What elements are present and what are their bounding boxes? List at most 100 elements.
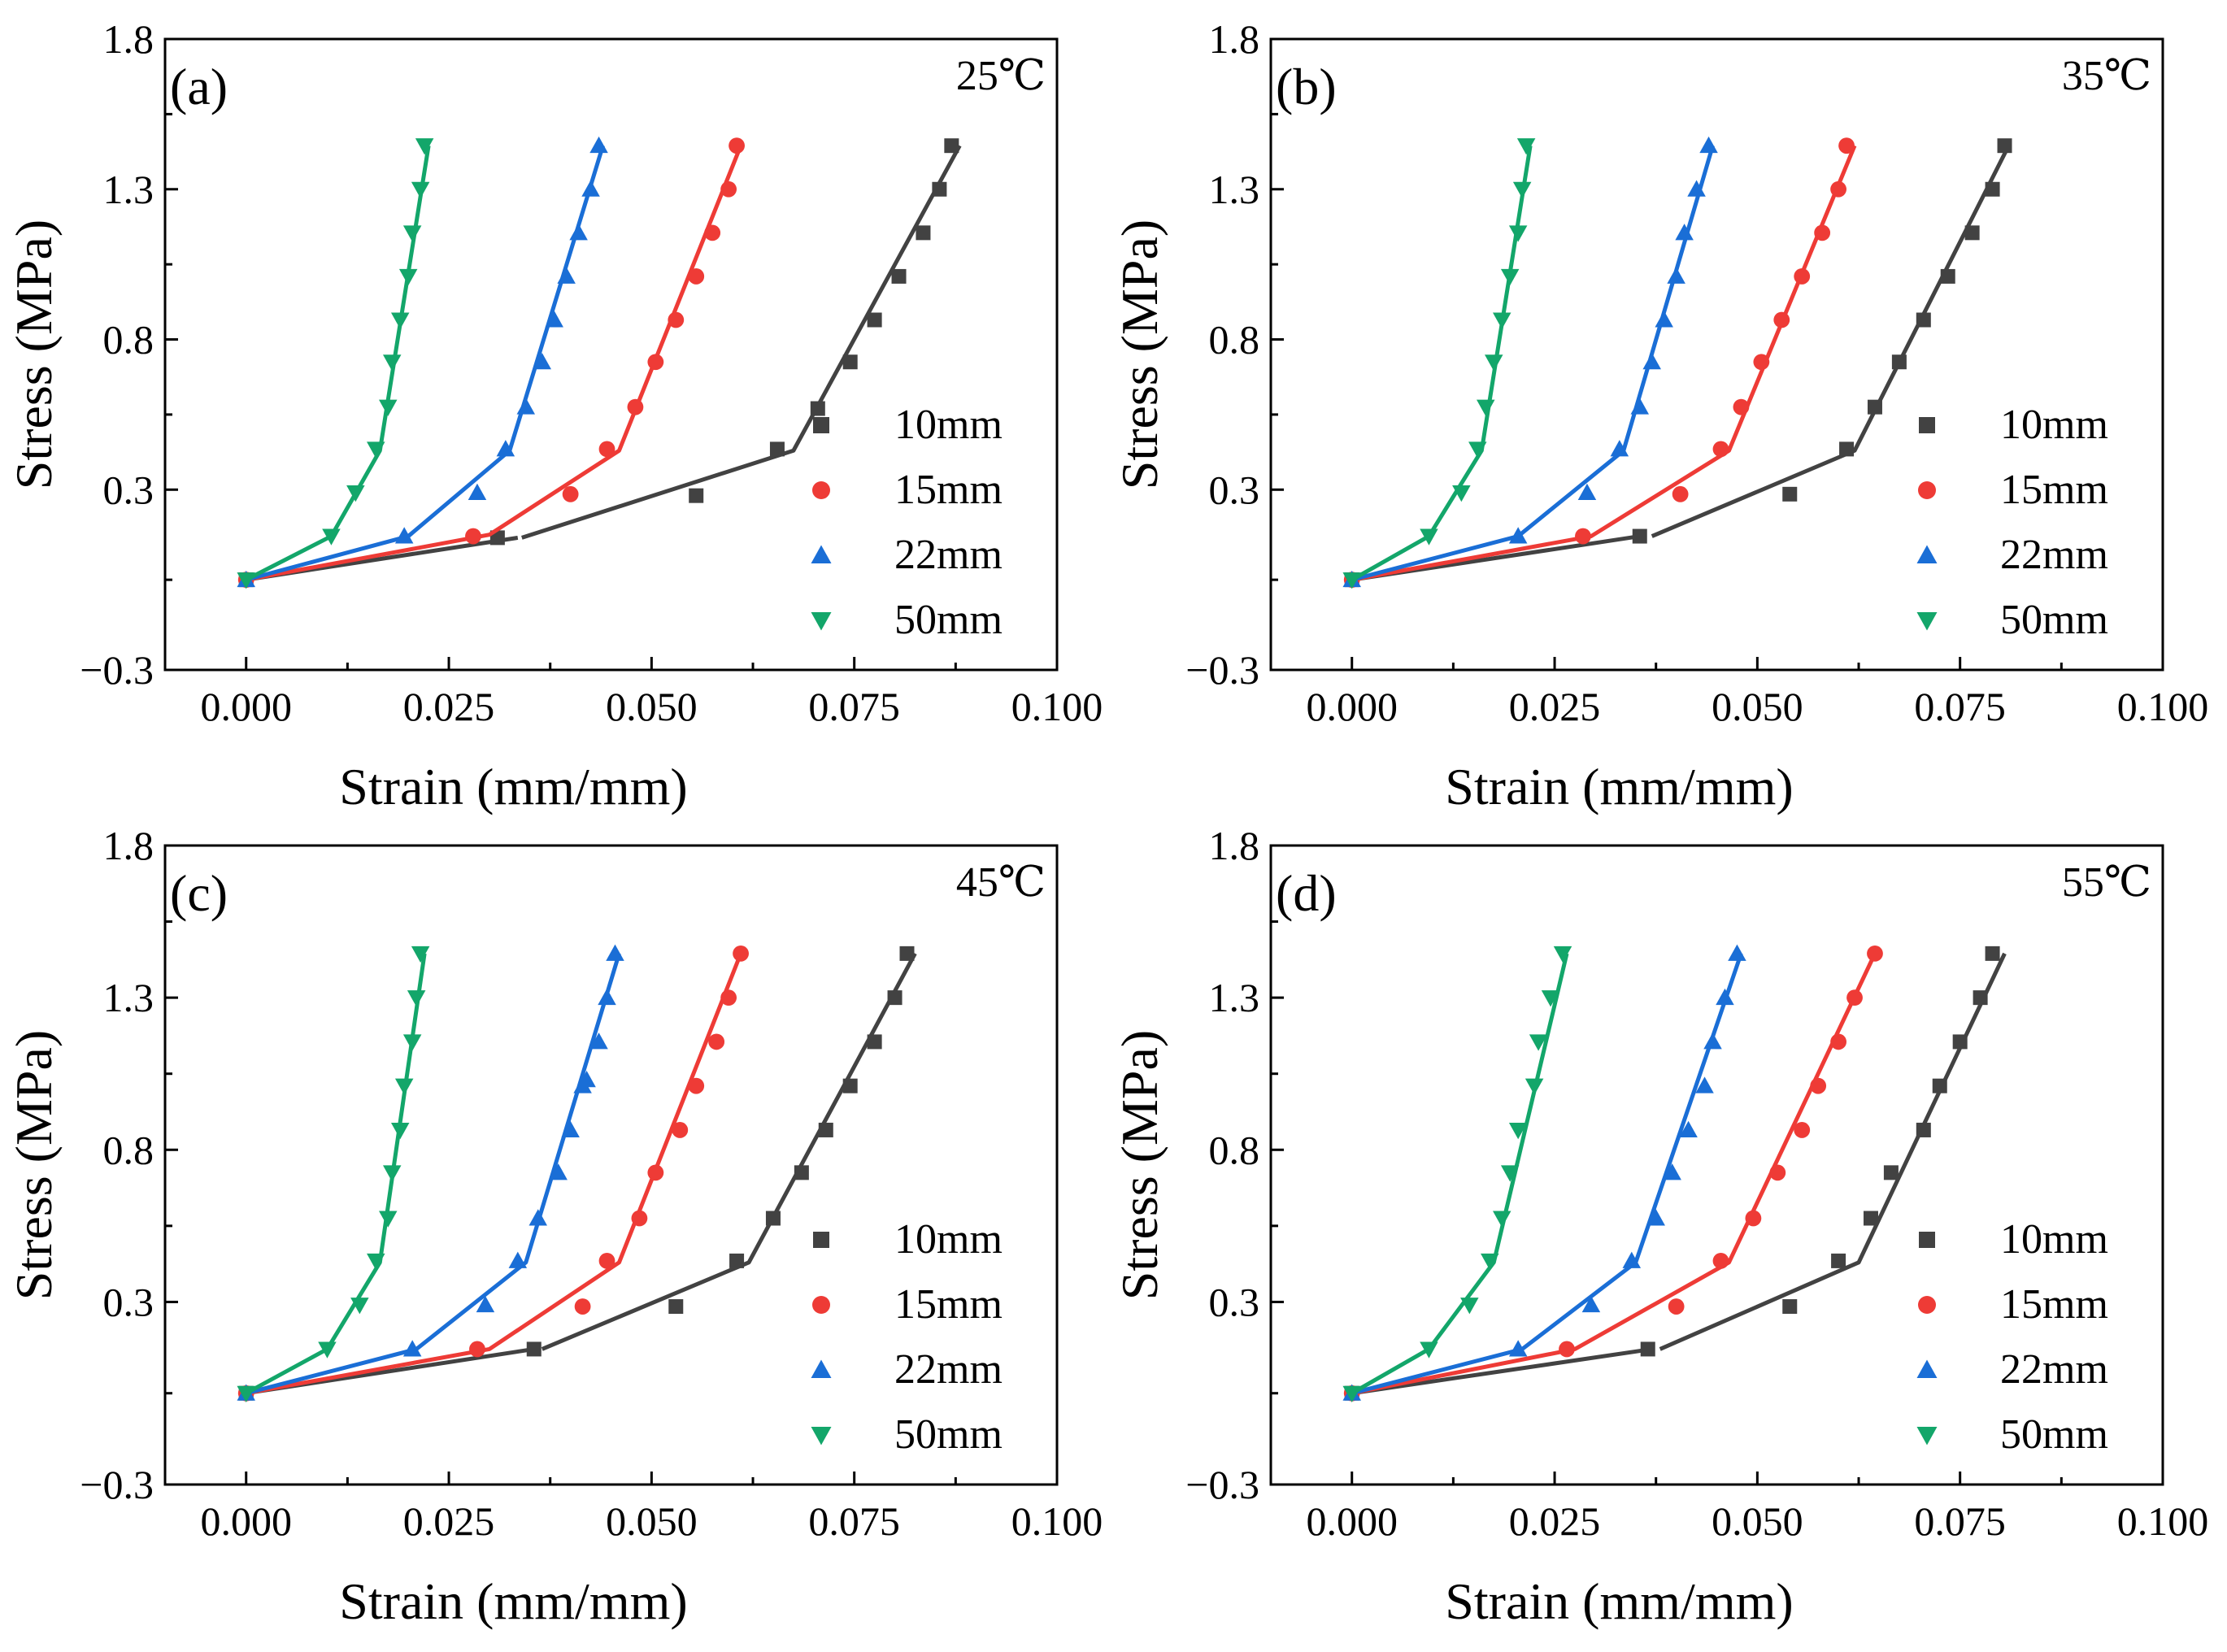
data-point-50mm <box>1500 268 1520 286</box>
x-tick-label: 0.075 <box>1914 1498 2006 1544</box>
data-point-15mm <box>1867 945 1883 962</box>
legend-marker-50mm <box>1916 612 1938 631</box>
data-point-22mm <box>1630 398 1650 415</box>
data-point-22mm <box>1679 1120 1698 1137</box>
data-point-50mm <box>1508 1122 1528 1140</box>
fit-line-15mm <box>1351 145 1857 582</box>
data-point-15mm <box>1575 528 1591 545</box>
data-point-22mm <box>1577 483 1597 500</box>
data-point-15mm <box>733 945 749 962</box>
data-point-50mm <box>1420 528 1438 546</box>
data-point-22mm <box>1655 311 1673 328</box>
series-50mm <box>237 946 430 1402</box>
data-point-10mm <box>867 312 882 328</box>
x-tick-label: 0.100 <box>2117 1498 2209 1544</box>
chart-panel-d: 0.000 0.025 0.050 0.075 0.100 −0.3 0.3 0.8 1.3 1.… <box>1111 823 2208 1630</box>
data-point-15mm <box>708 1033 725 1050</box>
data-point-50mm <box>1477 399 1495 416</box>
series-10mm <box>238 138 962 588</box>
data-point-22mm <box>1687 180 1706 197</box>
plot-area <box>237 944 917 1402</box>
data-point-15mm <box>562 485 579 502</box>
fit-line-22mm <box>246 145 605 582</box>
data-point-50mm <box>367 441 385 459</box>
y-tick-label: 1.8 <box>103 823 154 868</box>
data-point-15mm <box>1810 1077 1827 1094</box>
data-point-50mm <box>1468 441 1487 459</box>
data-point-10mm <box>1782 1299 1798 1315</box>
data-point-22mm <box>533 352 551 370</box>
y-tick-label: 1.3 <box>103 975 154 1020</box>
legend-marker-50mm <box>1916 1427 1938 1446</box>
plot-frame <box>163 844 1059 1486</box>
data-point-15mm <box>1672 485 1689 502</box>
y-tick-label: 0.8 <box>1209 1127 1260 1172</box>
data-point-50mm <box>382 1165 402 1182</box>
data-point-22mm <box>476 1295 495 1313</box>
data-point-10mm <box>891 268 907 284</box>
data-point-22mm <box>577 1070 596 1088</box>
data-point-10mm <box>689 488 704 503</box>
data-point-22mm <box>1508 527 1528 544</box>
data-point-50mm <box>407 990 426 1007</box>
data-point-10mm <box>944 138 959 154</box>
y-tick-label: 0.8 <box>103 317 154 363</box>
data-point-50mm <box>237 1385 255 1402</box>
series-22mm <box>1342 944 1746 1401</box>
data-point-50mm <box>394 1078 414 1095</box>
y-tick-label: 0.8 <box>103 1127 154 1172</box>
data-point-10mm <box>668 1299 684 1315</box>
series-10mm <box>1344 138 2012 588</box>
data-point-22mm <box>598 988 616 1006</box>
data-point-10mm <box>1891 354 1907 370</box>
fit-line-22mm <box>1351 953 1743 1396</box>
data-point-10mm <box>1985 181 2000 197</box>
data-point-15mm <box>1559 1341 1575 1358</box>
fit-line-50mm <box>1351 145 1533 582</box>
chart-panel-a: 0.000 0.025 0.050 0.075 0.100 −0.3 0.3 0.8 1.3 1.… <box>5 16 1103 815</box>
series-22mm <box>237 136 608 588</box>
y-tick-label: −0.3 <box>1185 1462 1259 1507</box>
data-point-50mm <box>390 1122 410 1140</box>
data-point-22mm <box>557 267 576 284</box>
data-point-10mm <box>1632 528 1647 544</box>
data-point-10mm <box>1916 312 1931 328</box>
x-tick-label: 0.050 <box>1712 1498 1803 1544</box>
data-point-15mm <box>647 1164 664 1181</box>
series-15mm <box>1343 945 1883 1402</box>
data-point-50mm <box>1508 225 1528 242</box>
data-point-10mm <box>842 354 858 370</box>
panel-label: (a) <box>170 58 228 115</box>
data-point-50mm <box>1516 138 1536 155</box>
data-point-10mm <box>842 1078 858 1093</box>
data-point-22mm <box>508 1251 528 1268</box>
data-point-15mm <box>1794 1122 1811 1138</box>
data-point-15mm <box>1794 268 1811 285</box>
plot-frame <box>1269 37 2164 672</box>
data-point-50mm <box>1553 946 1572 963</box>
fit-line-22mm <box>246 953 621 1396</box>
legend-label-10mm: 10mm <box>2000 402 2108 448</box>
legend: 10mm 15mm 22mm 50mm <box>1916 402 2108 643</box>
x-tick-label: 0.025 <box>1509 684 1601 729</box>
data-point-15mm <box>720 989 737 1006</box>
legend-marker-10mm <box>813 417 829 433</box>
data-point-10mm <box>1973 990 1988 1006</box>
legend-marker-15mm <box>812 1296 830 1314</box>
data-point-50mm <box>1541 990 1560 1007</box>
data-point-50mm <box>1492 1211 1511 1228</box>
data-point-15mm <box>1838 137 1855 154</box>
fit-line-10mm <box>1351 145 2011 582</box>
data-point-10mm <box>769 441 785 457</box>
data-point-15mm <box>627 398 644 415</box>
panel-label: (b) <box>1276 58 1337 115</box>
data-point-50mm <box>350 1298 369 1315</box>
y-tick-label: 1.8 <box>1209 823 1260 868</box>
x-tick-label: 0.050 <box>606 1498 698 1544</box>
legend-marker-15mm <box>1918 1296 1936 1314</box>
series-22mm <box>1342 136 1718 588</box>
legend-marker-50mm <box>811 612 832 631</box>
y-tick-label: 0.8 <box>1209 317 1260 363</box>
legend-marker-10mm <box>813 1232 829 1248</box>
data-point-10mm <box>1997 138 2012 154</box>
